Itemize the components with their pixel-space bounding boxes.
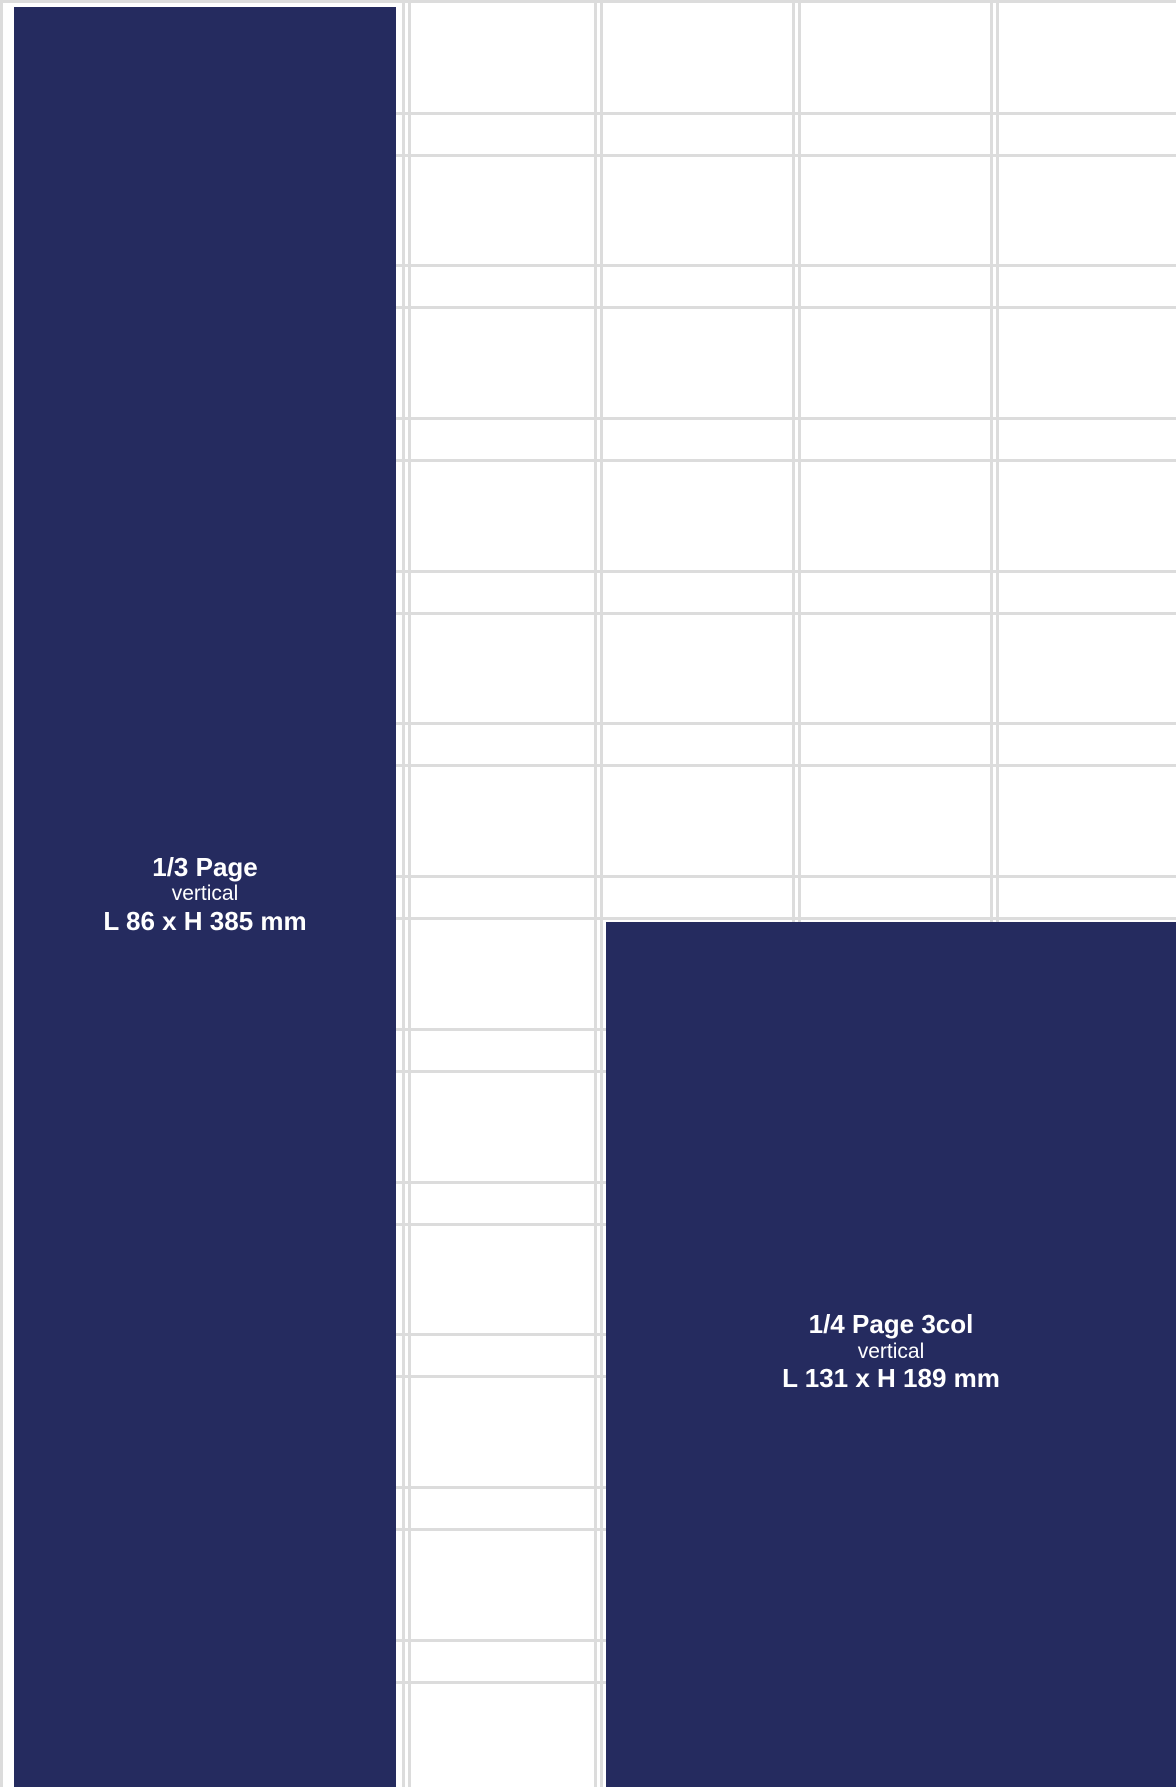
grid-frame-top: [0, 0, 1176, 3]
grid-row-line: [396, 875, 1176, 878]
ad-block-third-page-label: 1/3 Page vertical L 86 x H 385 mm: [103, 851, 307, 937]
grid-column-line: [594, 0, 597, 1787]
grid-row-line: [396, 764, 1176, 767]
grid-column-line: [996, 0, 999, 1787]
grid-column-line: [408, 0, 411, 1787]
ad-format-dimensions: L 86 x H 385 mm: [103, 905, 307, 936]
ad-format-orientation: vertical: [857, 1339, 925, 1363]
grid-row-line: [396, 570, 1176, 573]
ad-format-orientation: vertical: [171, 882, 239, 906]
ad-format-dimensions: L 131 x H 189 mm: [782, 1363, 1000, 1394]
grid-row-line: [396, 459, 1176, 462]
grid-column-line: [600, 0, 603, 1787]
grid-row-line: [396, 264, 1176, 267]
grid-row-line: [396, 612, 1176, 615]
ad-block-quarter-page-label: 1/4 Page 3col vertical L 131 x H 189 mm: [782, 1309, 1000, 1394]
grid-column-line: [402, 0, 405, 1787]
ad-block-quarter-page-3col: 1/4 Page 3col vertical L 131 x H 189 mm: [606, 922, 1176, 1787]
grid-column-line: [792, 0, 795, 1787]
grid-row-line: [396, 417, 1176, 420]
grid-row-line: [396, 917, 1176, 920]
grid-row-line: [396, 306, 1176, 309]
grid-row-line: [396, 154, 1176, 157]
grid-frame-left: [0, 0, 3, 1787]
grid-row-line: [396, 722, 1176, 725]
grid-column-line: [990, 0, 993, 1787]
ad-format-name: 1/4 Page 3col: [808, 1309, 974, 1340]
ad-block-third-page: 1/3 Page vertical L 86 x H 385 mm: [14, 7, 396, 1787]
ad-format-name: 1/3 Page: [152, 851, 258, 882]
grid-column-line: [798, 0, 801, 1787]
grid-row-line: [396, 112, 1176, 115]
